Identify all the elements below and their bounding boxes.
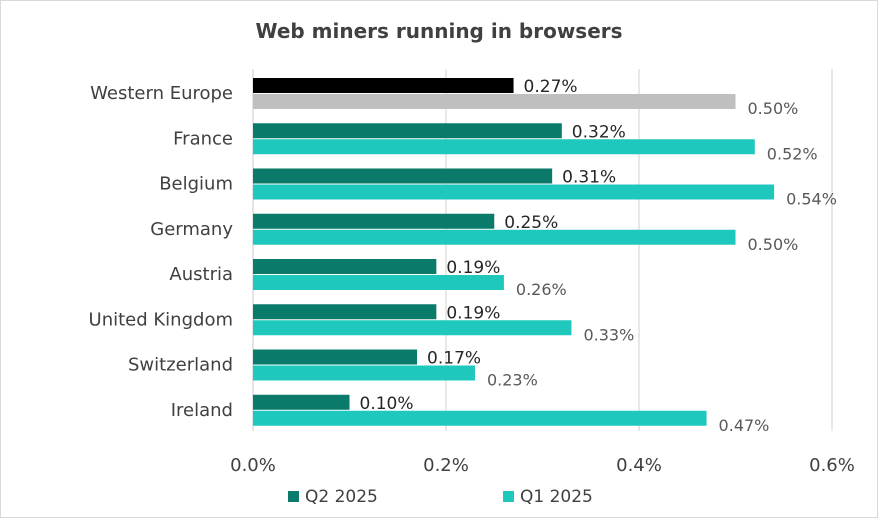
bar-q1 (253, 410, 707, 426)
category-label: Western Europe (90, 83, 233, 104)
data-label-q1: 0.50% (748, 99, 799, 118)
bar-q1 (253, 365, 475, 381)
legend-label: Q2 2025 (305, 487, 378, 507)
bar-q2 (253, 304, 437, 320)
bar-q1 (253, 275, 504, 290)
bar-q2 (253, 213, 495, 229)
category-label: Ireland (171, 400, 233, 421)
bar-q1 (253, 139, 755, 155)
category-label: France (173, 128, 233, 149)
bar-q2 (253, 259, 437, 274)
chart-title: Web miners running in browsers (255, 19, 622, 43)
data-label-q1: 0.54% (786, 190, 837, 209)
category-label: Germany (150, 219, 233, 240)
data-label-q2: 0.17% (427, 349, 481, 369)
x-tick-label: 0.4% (616, 455, 662, 476)
bar-q1 (253, 320, 572, 336)
bar-q2 (253, 394, 350, 410)
data-label-q2: 0.19% (446, 258, 500, 278)
data-label-q2: 0.27% (524, 77, 578, 97)
bar-q1 (253, 229, 736, 245)
category-labels: Western Europe France Belgium Germany Austri… (89, 83, 234, 421)
data-label-q2: 0.32% (572, 122, 626, 142)
bar-q2 (253, 349, 418, 365)
data-label-q2: 0.19% (446, 303, 500, 323)
data-label-q2: 0.31% (562, 168, 616, 188)
data-label-q1: 0.26% (516, 280, 567, 299)
x-tick-label: 0.2% (423, 455, 469, 476)
bar-q2 (253, 168, 553, 184)
data-label-q1: 0.50% (748, 235, 799, 254)
category-label: Belgium (159, 174, 233, 195)
x-tick-label: 0.6% (809, 455, 855, 476)
bar-q1 (253, 94, 736, 109)
category-label: United Kingdom (89, 309, 233, 330)
legend-swatch (503, 491, 514, 502)
data-label-q2: 0.10% (360, 394, 414, 414)
data-label-q1: 0.47% (719, 416, 770, 435)
bar-q2 (253, 78, 514, 93)
bar-q1 (253, 184, 775, 200)
data-label-q1: 0.23% (487, 371, 538, 390)
category-label: Switzerland (128, 355, 233, 376)
x-axis-ticks: 0.0% 0.2% 0.4% 0.6% (230, 455, 855, 476)
category-label: Austria (169, 264, 233, 285)
legend-label: Q1 2025 (520, 487, 593, 507)
data-label-q1: 0.52% (767, 144, 818, 163)
x-tick-label: 0.0% (230, 455, 276, 476)
legend-swatch (288, 491, 299, 502)
legend: Q2 2025 Q1 2025 (288, 487, 593, 507)
data-label-q1: 0.33% (583, 325, 634, 344)
bar-q2 (253, 123, 562, 139)
bar-series: 0.27% 0.50% 0.32% 0.52% 0.31% 0.54% 0.25% 0.50%… (253, 77, 837, 435)
data-label-q2: 0.25% (504, 213, 558, 233)
